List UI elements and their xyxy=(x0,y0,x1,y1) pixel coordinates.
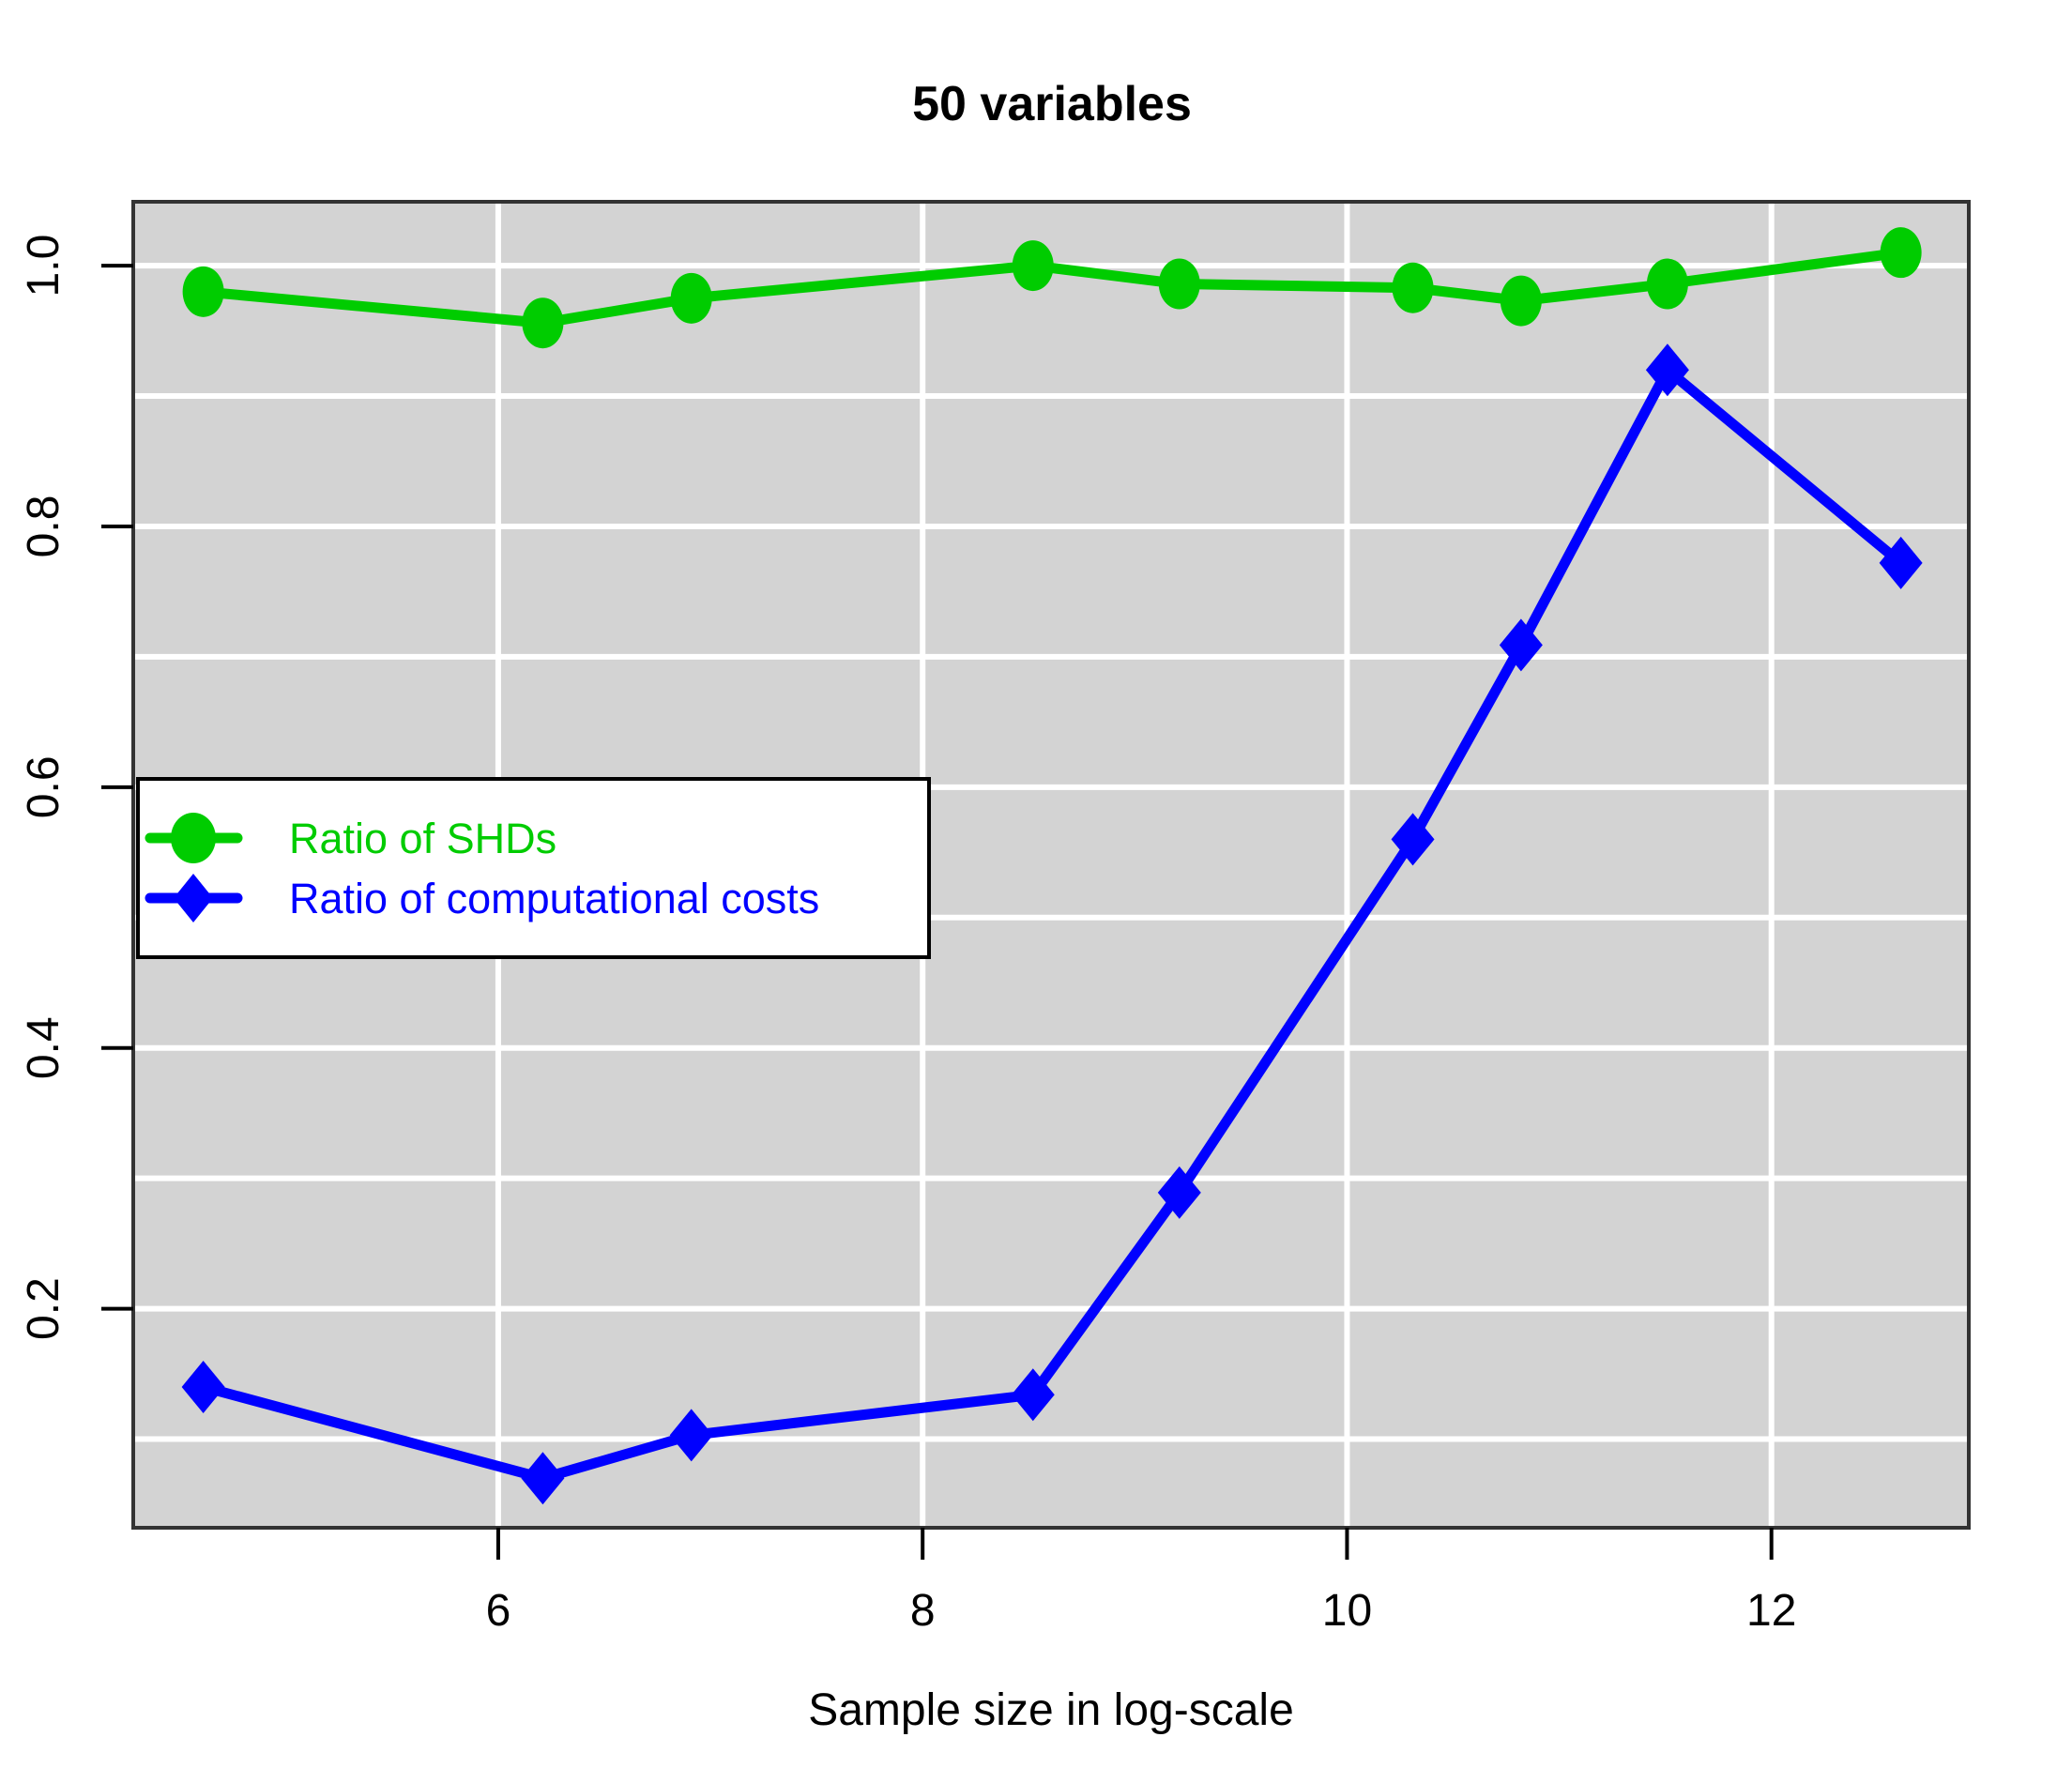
data-point-circle xyxy=(1158,258,1200,310)
data-point-diamond xyxy=(1011,1368,1055,1422)
data-point-circle xyxy=(1500,275,1542,327)
x-tick-label: 6 xyxy=(486,1586,511,1636)
data-point-diamond xyxy=(1157,1166,1201,1219)
x-tick-label: 8 xyxy=(910,1586,936,1636)
x-tick-label: 12 xyxy=(1746,1586,1796,1636)
data-point-diamond xyxy=(1499,618,1543,672)
data-point-diamond xyxy=(521,1452,565,1505)
data-point-circle xyxy=(1012,240,1054,292)
legend-label-cost: Ratio of computational costs xyxy=(289,875,819,922)
data-point-circle xyxy=(1646,258,1688,310)
data-point-circle xyxy=(1880,227,1922,279)
data-point-circle xyxy=(182,266,224,317)
legend-marker-diamond xyxy=(174,874,213,922)
legend-box xyxy=(136,777,931,959)
plot-border xyxy=(131,200,1971,1530)
legend-samples xyxy=(145,813,243,922)
data-point-circle xyxy=(522,297,564,349)
data-point-circle xyxy=(670,272,712,324)
y-tick-label: 0.6 xyxy=(19,755,69,818)
legend-marker-circle xyxy=(171,813,216,863)
y-tick-label: 0.8 xyxy=(19,495,69,558)
data-point-diamond xyxy=(1879,536,1923,589)
axis-tick-labels-layer: 6 8 10 12 0.2 0.4 0.6 0.8 1.0 xyxy=(19,235,1796,1636)
legend: Ratio of SHDs Ratio of computational cos… xyxy=(136,777,931,959)
x-axis-label: Sample size in log-scale xyxy=(808,1685,1294,1735)
y-tick-label: 0.2 xyxy=(19,1277,69,1340)
series-layer xyxy=(181,227,1923,1505)
y-tick-label: 0.4 xyxy=(19,1016,69,1079)
data-point-diamond xyxy=(1391,813,1435,866)
data-point-diamond xyxy=(1645,343,1689,397)
legend-label-shd: Ratio of SHDs xyxy=(289,815,556,862)
data-point-diamond xyxy=(669,1409,713,1462)
data-point-diamond xyxy=(181,1360,225,1413)
axis-ticks-layer xyxy=(101,264,1774,1560)
y-tick-label: 1.0 xyxy=(19,235,69,297)
x-tick-label: 10 xyxy=(1322,1586,1372,1636)
chart-title: 50 variables xyxy=(912,77,1192,131)
data-point-circle xyxy=(1392,262,1434,313)
